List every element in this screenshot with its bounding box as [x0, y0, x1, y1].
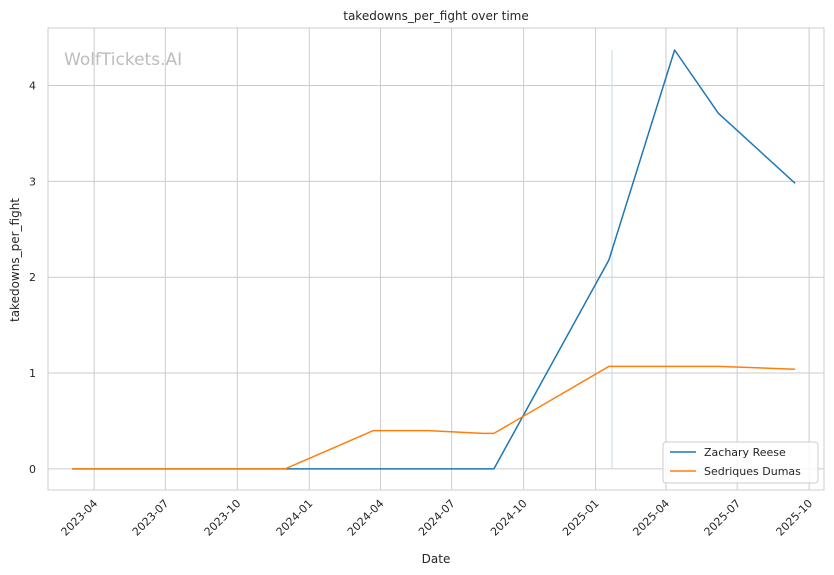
- y-tick-label: 1: [29, 367, 36, 380]
- y-tick-labels: 0 1 2 3 4: [29, 80, 36, 476]
- x-tick-labels: 2023-04 2023-07 2023-10 2024-01 2024-04 2024-…: [59, 497, 816, 539]
- x-tick-label: 2025-04: [630, 497, 672, 539]
- plot-frame: [47, 27, 825, 491]
- x-tick-label: 2023-10: [202, 497, 244, 539]
- legend: Zachary Reese Sedriques Dumas: [662, 441, 819, 484]
- legend-label: Sedriques Dumas: [704, 465, 801, 478]
- x-tick-label: 2024-10: [488, 497, 530, 539]
- x-tick-label: 2025-10: [774, 497, 816, 539]
- series-line: [72, 365, 796, 470]
- legend-box: [662, 441, 819, 484]
- y-tick-label: 2: [29, 271, 36, 284]
- y-tick-label: 0: [29, 463, 36, 476]
- x-tick-label: 2023-04: [59, 497, 101, 539]
- x-axis-label: Date: [422, 552, 451, 566]
- x-tick-label: 2025-01: [560, 497, 602, 539]
- series-layer: [72, 49, 796, 470]
- watermark: WolfTickets.AI: [64, 50, 182, 70]
- y-tick-label: 3: [29, 175, 36, 188]
- legend-label: Zachary Reese: [704, 446, 786, 459]
- x-tick-label: 2024-04: [345, 497, 387, 539]
- series-line: [72, 49, 796, 470]
- y-axis-label: takedowns_per_fight: [8, 198, 22, 322]
- x-tick-label: 2024-01: [274, 497, 316, 539]
- chart-title: takedowns_per_fight over time: [343, 9, 529, 23]
- x-tick-label: 2023-07: [130, 497, 172, 539]
- y-tick-label: 4: [29, 80, 36, 93]
- x-tick-label: 2024-07: [416, 497, 458, 539]
- x-tick-label: 2025-07: [702, 497, 744, 539]
